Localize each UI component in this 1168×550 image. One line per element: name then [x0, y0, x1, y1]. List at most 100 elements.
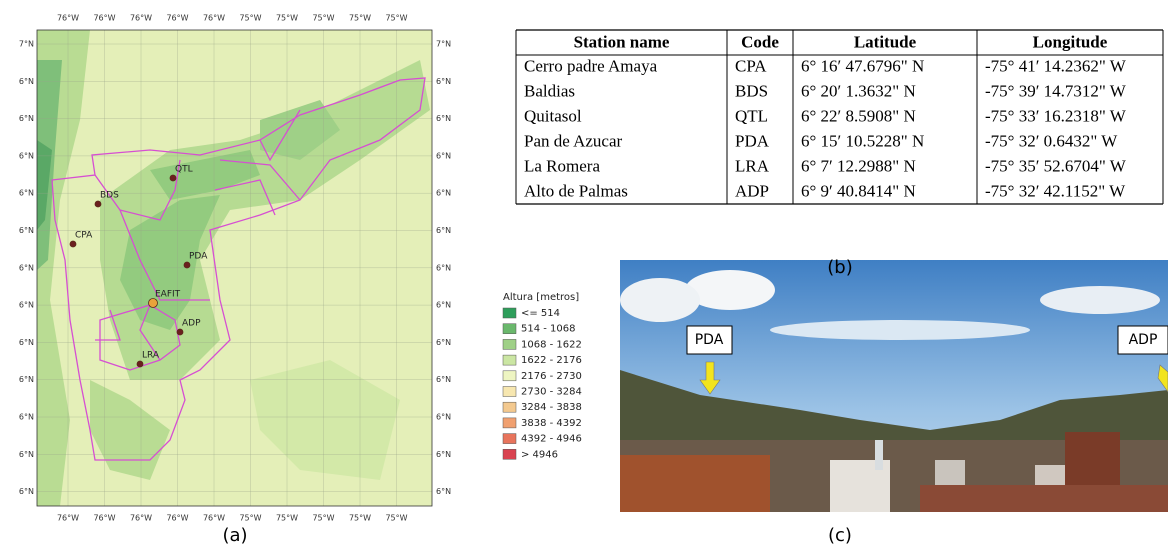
x-label: 76°W [57, 14, 79, 23]
table-cell: -75° 32′ 0.6432" W [985, 131, 1118, 150]
x-label: 76°W [130, 14, 152, 23]
y-label: 6°N [436, 487, 451, 496]
x-label: 76°W [57, 514, 79, 523]
caption: (b) [827, 257, 852, 278]
station-table: Station name Code Latitude Longitude Cerro p… [515, 29, 1164, 205]
y-label: 6°N [19, 338, 34, 347]
x-label: 76°W [130, 514, 152, 523]
table-cell: ADP [735, 181, 769, 200]
station-marker [148, 298, 158, 308]
table-cell: Cerro padre Amaya [524, 56, 658, 75]
x-label: 75°W [312, 14, 334, 23]
x-label: 75°W [239, 514, 261, 523]
table-cell: -75° 32′ 42.1152" W [985, 181, 1126, 200]
table-cell: 6° 16′ 47.6796" N [801, 56, 924, 75]
y-label: 6°N [436, 263, 451, 272]
station-marker [94, 200, 102, 208]
table-cell: BDS [735, 81, 768, 100]
table-cell: PDA [735, 131, 770, 150]
legend-label: 1622 - 2176 [521, 355, 582, 366]
x-label: 76°W [166, 14, 188, 23]
legend-label: 1068 - 1622 [521, 339, 582, 350]
legend-swatch [502, 449, 517, 460]
legend-swatch [502, 339, 517, 350]
table-cell: 6° 20′ 1.3632" N [801, 81, 916, 100]
photo-label: ADP [1129, 332, 1158, 348]
caption: (c) [828, 525, 852, 546]
y-label: 6°N [19, 450, 34, 459]
station-marker [183, 261, 191, 269]
y-label: 6°N [436, 77, 451, 86]
station-label: CPA [75, 231, 93, 241]
legend-swatch [502, 323, 517, 334]
legend-label: > 4946 [521, 449, 558, 460]
y-label: 6°N [19, 226, 34, 235]
legend-swatch [502, 417, 517, 429]
x-label: 76°W [93, 514, 115, 523]
table-cell: Pan de Azucar [524, 131, 623, 150]
y-label: 6°N [436, 450, 451, 459]
table-cell: Baldias [524, 81, 575, 100]
y-label: 6°N [19, 263, 34, 272]
y-label: 6°N [436, 375, 451, 384]
station-label: LRA [142, 351, 160, 361]
legend-label: 3284 - 3838 [521, 402, 582, 413]
station-label: PDA [189, 252, 208, 262]
legend-label: 2730 - 3284 [521, 387, 582, 398]
legend-swatch [502, 433, 517, 444]
x-label: 75°W [276, 14, 298, 23]
x-label: 75°W [312, 514, 334, 523]
station-marker [69, 240, 77, 248]
station-marker [169, 174, 177, 182]
table-header: Station name [574, 32, 670, 51]
legend-swatch [502, 370, 517, 382]
y-label: 6°N [436, 151, 451, 160]
table-header: Longitude [1033, 32, 1108, 51]
y-label: 6°N [19, 189, 34, 198]
x-label: 75°W [385, 14, 407, 23]
x-label: 76°W [166, 514, 188, 523]
legend-swatch [502, 307, 517, 319]
table-cell: QTL [735, 106, 768, 125]
legend-label: 4392 - 4946 [521, 434, 582, 445]
y-label: 6°N [19, 114, 34, 123]
x-label: 75°W [349, 14, 371, 23]
table-cell: 6° 7′ 12.2988" N [801, 156, 916, 175]
station-label: QTL [175, 165, 193, 175]
x-label: 75°W [276, 514, 298, 523]
station-marker [136, 360, 144, 368]
map-grid: 76°W 76°W 76°W 76°W 76°W 76°W 76°W 76°W 76°W 76°W… [19, 14, 451, 523]
legend-label: 2176 - 2730 [521, 371, 582, 382]
legend-title: Altura [metros] [503, 292, 579, 303]
caption: (a) [222, 525, 247, 546]
table-cell: -75° 35′ 52.6704" W [985, 156, 1127, 175]
legend-label: 514 - 1068 [521, 324, 576, 335]
x-label: 75°W [239, 14, 261, 23]
station-label: EAFIT [155, 290, 181, 300]
y-label: 6°N [19, 301, 34, 310]
map-frame [36, 29, 433, 507]
y-label: 6°N [436, 301, 451, 310]
x-label: 76°W [203, 14, 225, 23]
y-label: 6°N [436, 338, 451, 347]
y-label: 6°N [436, 226, 451, 235]
y-label: 6°N [19, 151, 34, 160]
station-marker [176, 328, 184, 336]
table-cell: CPA [735, 56, 767, 75]
x-label: 76°W [203, 514, 225, 523]
y-label: 6°N [19, 77, 34, 86]
y-label: 6°N [19, 375, 34, 384]
legend-label: <= 514 [521, 308, 560, 319]
x-label: 75°W [349, 514, 371, 523]
table-cell: LRA [735, 156, 770, 175]
table-cell: -75° 33′ 16.2318" W [985, 106, 1127, 125]
legend-swatch [502, 354, 517, 366]
stations: QTL BDS CPA PDA EAFIT ADP LRA [69, 165, 208, 368]
legend-label: 3838 - 4392 [521, 418, 582, 429]
y-label: 6°N [436, 189, 451, 198]
legend-swatch [502, 386, 517, 397]
table-cell: -75° 41′ 14.2362" W [985, 56, 1127, 75]
legend: Altura [metros] <= 514 514 - 1068 1068 - 1… [502, 292, 582, 460]
